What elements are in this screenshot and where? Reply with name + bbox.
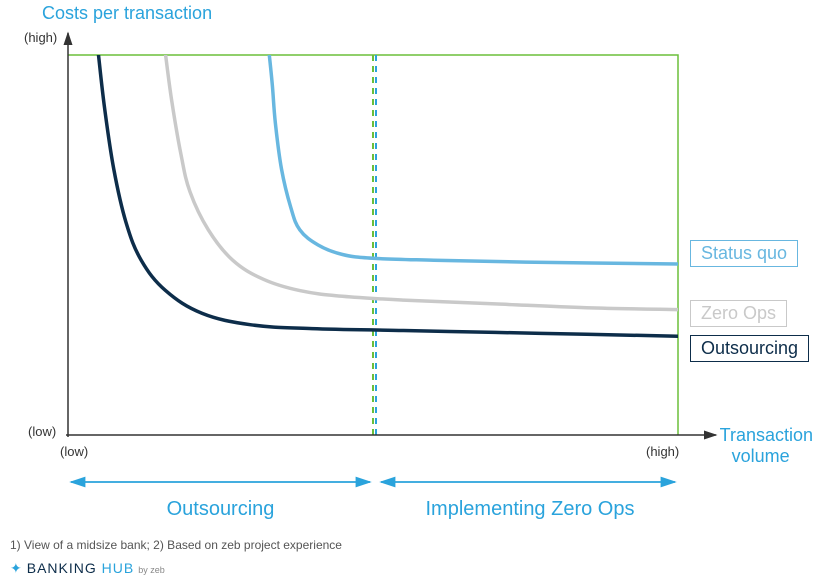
series-label: Status quo bbox=[690, 240, 798, 267]
x-axis-title-line2: volume bbox=[732, 446, 790, 466]
series-line bbox=[99, 55, 679, 336]
x-high-label: (high) bbox=[646, 444, 679, 459]
x-axis-title: Transaction volume bbox=[720, 425, 813, 466]
brand-byline: by zeb bbox=[138, 565, 165, 575]
y-high-label: (high) bbox=[24, 30, 57, 45]
x-low-label: (low) bbox=[60, 444, 88, 459]
x-axis-title-line1: Transaction bbox=[720, 425, 813, 445]
chart-container: { "chart": { "type": "line", "width": 82… bbox=[0, 0, 825, 583]
y-low-label: (low) bbox=[28, 424, 56, 439]
series-line bbox=[166, 55, 678, 310]
brand-suffix: HUB bbox=[102, 560, 135, 576]
footnote: 1) View of a midsize bank; 2) Based on z… bbox=[10, 538, 342, 552]
brand-logo: ✦BANKING HUBby zeb bbox=[10, 560, 165, 577]
y-axis-title: Costs per transaction bbox=[42, 3, 212, 24]
region-label-right: Implementing Zero Ops bbox=[380, 498, 680, 521]
plot-svg bbox=[0, 0, 825, 583]
series-label: Zero Ops bbox=[690, 300, 787, 327]
brand-dot-icon: ✦ bbox=[10, 560, 23, 576]
series-label: Outsourcing bbox=[690, 335, 809, 362]
brand-prefix: BANKING bbox=[27, 560, 97, 576]
region-label-left: Outsourcing bbox=[68, 498, 373, 521]
series-line bbox=[269, 55, 678, 264]
